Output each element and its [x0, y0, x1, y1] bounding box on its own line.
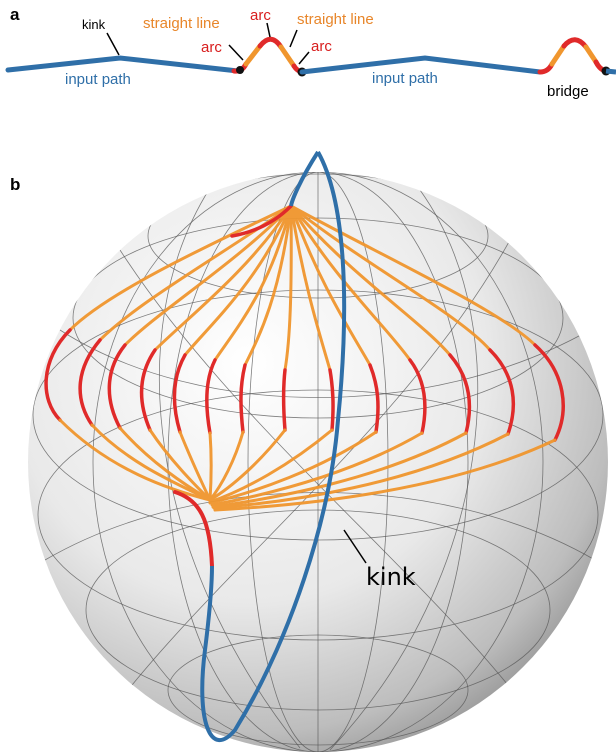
arc-leader-2 [266, 22, 271, 38]
bridge-arc-2 [561, 37, 589, 50]
bridge-line-1 [549, 43, 567, 67]
arc-label-2: arc [250, 7, 271, 24]
arc-leader-1 [228, 44, 244, 61]
kink-label-a: kink [82, 17, 106, 32]
arc-loops [44, 204, 565, 442]
bridge-label: bridge [547, 83, 589, 100]
straight-leader-2 [289, 29, 298, 48]
straight-line-label-1: straight line [143, 15, 220, 32]
kink-leader-b [343, 529, 367, 564]
straight-line-label-2: straight line [297, 11, 374, 28]
kink-label-b: kink [366, 563, 416, 591]
panel-a: a kink input path straight li [5, 5, 616, 100]
input-path-loop-back [289, 150, 320, 207]
arc-label-3: arc [311, 38, 332, 55]
input-path-2 [299, 55, 543, 75]
straight-line-segment-1 [243, 43, 263, 67]
straight-line-segment-2 [278, 44, 297, 69]
straight-lines-upper [68, 204, 537, 372]
kink-leader-a [106, 32, 120, 56]
arc-lower-junction [173, 490, 214, 568]
panel-b: b [10, 150, 608, 752]
arc-label-1: arc [201, 39, 222, 56]
bridge-line-2 [583, 44, 599, 65]
panel-a-letter: a [10, 5, 20, 24]
arc-leader-3 [298, 51, 310, 65]
arc-segment-2 [257, 36, 284, 50]
input-path-label-2: input path [372, 70, 438, 87]
input-path-3 [605, 68, 616, 75]
junction-dot-1 [236, 66, 244, 74]
panel-b-letter: b [10, 175, 20, 194]
straight-lines-lower [58, 418, 557, 512]
input-path-label-1: input path [65, 71, 131, 88]
input-path-loop [200, 151, 347, 743]
input-path-1 [5, 55, 241, 74]
